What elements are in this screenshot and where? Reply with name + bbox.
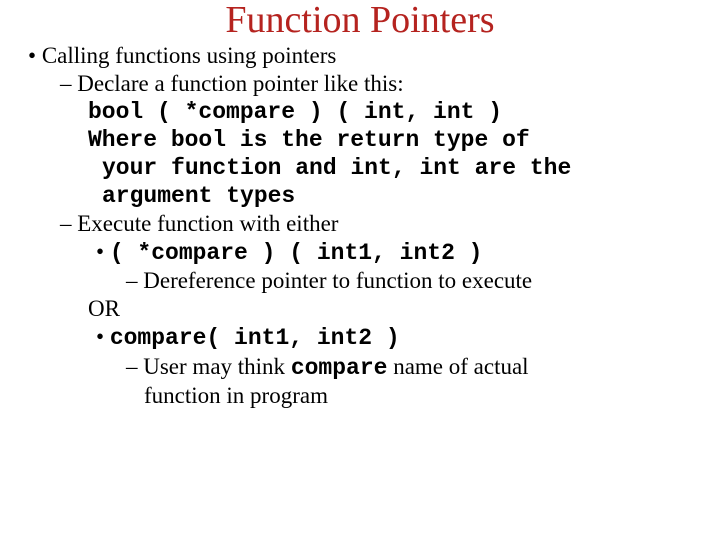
- code-explain-2: your function and int, int are the: [102, 154, 692, 182]
- bullet-level4-user: User may think compare name of actual: [126, 353, 692, 382]
- slide: Function Pointers Calling functions usin…: [0, 0, 720, 538]
- code-declare: bool ( *compare ) ( int, int ): [88, 98, 692, 126]
- l4b-line2: function in program: [144, 382, 692, 410]
- bullet-level2-declare: Declare a function pointer like this:: [60, 70, 692, 98]
- bullet-level3-deref: ( *compare ) ( int1, int2 ): [96, 238, 692, 267]
- l2b-text: Execute function with either: [77, 211, 338, 236]
- l4b-mono: compare: [291, 355, 388, 381]
- l4a-text: Dereference pointer to function to execu…: [143, 268, 532, 293]
- bullet-level3-direct: compare( int1, int2 ): [96, 323, 692, 352]
- bullet-level4-deref: Dereference pointer to function to execu…: [126, 267, 692, 295]
- l4b-post: name of actual: [387, 354, 528, 379]
- code-deref: ( *compare ) ( int1, int2 ): [110, 240, 483, 266]
- l4b-pre: User may think: [143, 354, 291, 379]
- code-direct: compare( int1, int2 ): [110, 325, 400, 351]
- l1-text: Calling functions using pointers: [42, 43, 337, 68]
- slide-body: Calling functions using pointers Declare…: [28, 42, 692, 410]
- bullet-level1: Calling functions using pointers: [28, 42, 692, 70]
- or-text: OR: [88, 295, 692, 323]
- l2a-text: Declare a function pointer like this:: [77, 71, 403, 96]
- slide-title: Function Pointers: [28, 0, 692, 42]
- code-explain-3: argument types: [102, 182, 692, 210]
- code-explain-1: Where bool is the return type of: [88, 126, 692, 154]
- bullet-level2-execute: Execute function with either: [60, 210, 692, 238]
